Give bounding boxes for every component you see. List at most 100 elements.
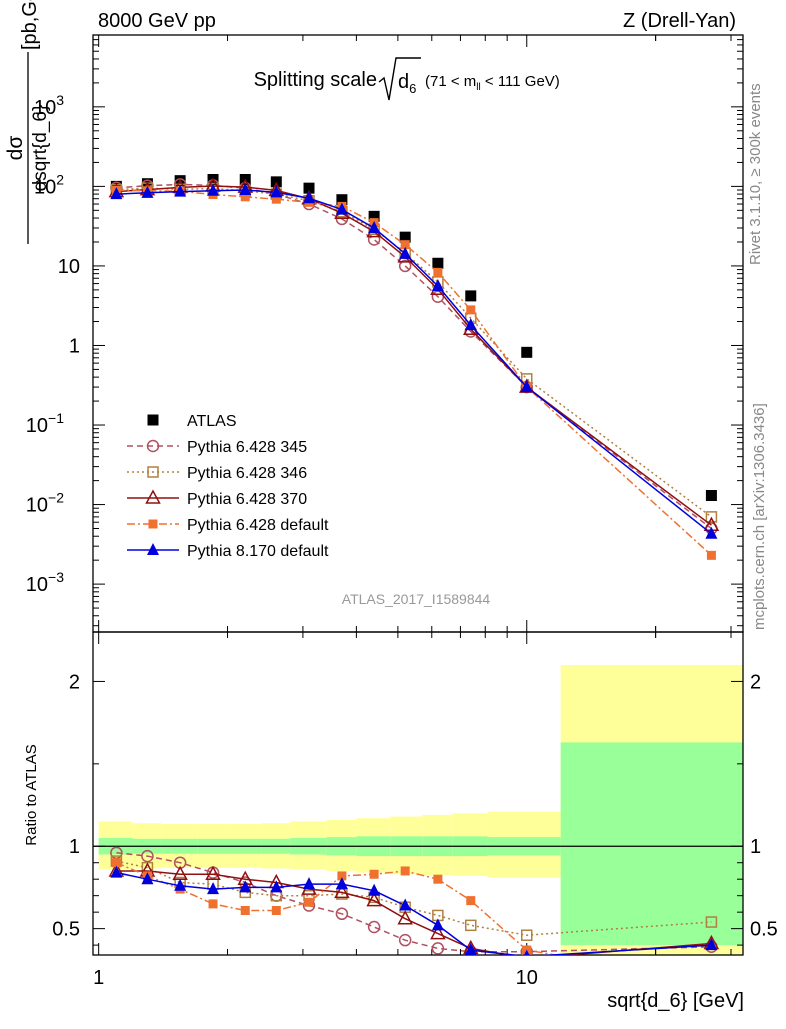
ratio-point-pythia-8-170-default [431,918,444,931]
legend-marker-pythia-6-428-346 [147,466,159,478]
ratio-point-pythia-6-428-default [111,858,121,868]
ratio-point-pythia-6-428-default [208,899,218,909]
y-tick-label: 10−3 [26,569,64,596]
y-tick-label: 1 [69,335,80,357]
ratio-band-green-13 [560,742,743,946]
ratio-point-pythia-8-170-default [270,880,283,893]
ratio-point-pythia-6-428-370 [430,925,446,940]
ratio-y-tick-label: 1 [69,836,80,858]
main-point-pythia-6-428-default [433,267,443,277]
process-label: Z (Drell-Yan) [623,10,736,32]
y-tick-label: 10−1 [26,410,64,437]
ratio-line-pythia-8-170-default [116,871,712,955]
main-point-pythia-6-428-default [400,240,410,250]
ratio-point-pythia-6-428-346 [465,919,477,932]
ylabel-numerator: dσ [4,136,27,161]
ratio-y-tick-label-right: 0.5 [750,919,778,941]
main-point-atlas [336,194,348,206]
ratio-point-pythia-8-170-default [524,949,530,955]
legend-marker-pythia-6-428-370 [145,489,161,504]
legend-label-pythia-6-428-default: Pythia 6.428 default [187,517,329,534]
ratio-point-pythia-6-428-345 [431,942,445,955]
plot-title-var: dσd6 [398,71,416,96]
main-point-pythia-8-170-default [207,183,220,196]
ratio-point-pythia-6-428-345 [141,849,154,863]
ratio-point-pythia-8-170-default [174,878,187,891]
plot-title-main: Splitting scale [254,69,377,91]
main-point-pythia-8-170-default [141,185,154,198]
ratio-point-pythia-8-170-default [141,872,154,885]
main-point-pythia-8-170-default [239,183,252,196]
main-point-pythia-8-170-default [705,526,718,539]
ylabel-unit: [pb,GeV-1] [16,0,41,50]
ratio-y-tick-label: 2 [69,671,80,693]
ratio-point-pythia-8-170-default [368,883,381,896]
main-point-atlas [432,257,444,269]
ratio-ylabel: Ratio to ATLAS [23,744,40,845]
plot-title: Splitting scale dσd6 (71 < mll < 111 GeV… [254,57,560,101]
legend-label-pythia-6-428-370: Pythia 6.428 370 [187,491,307,508]
main-point-pythia-8-170-default [270,185,283,198]
main-line-pythia-6-428-370 [116,185,712,526]
ratio-line-pythia-6-428-default [116,862,561,955]
main-line-pythia-8-170-default [116,189,712,535]
main-point-pythia-6-428-default [271,194,281,204]
ratio-y-tick-label: 0.5 [52,919,80,941]
legend-label-pythia-6-428-345: Pythia 6.428 345 [187,439,307,456]
ratio-point-pythia-8-170-default [464,943,477,955]
ratio-point-pythia-6-428-default [337,871,347,881]
main-point-atlas [399,231,411,243]
main-point-pythia-6-428-default [706,550,716,560]
ratio-point-pythia-8-170-default [399,898,412,911]
main-point-atlas [368,210,380,222]
y-tick-label: 103 [34,92,64,119]
x-tick-label: 10 [516,967,538,989]
ratio-point-pythia-6-428-default [271,906,281,916]
main-point-atlas [521,346,533,358]
main-point-pythia-8-170-default [110,187,123,200]
y-tick-label: 10−2 [26,490,64,517]
y-tick-label: 10 [58,256,80,278]
main-point-pythia-8-170-default [431,278,444,291]
legend-label-atlas: ATLAS [187,413,237,430]
watermark: ATLAS_2017_I1589844 [342,591,491,607]
ratio-point-pythia-6-428-default [400,866,410,876]
ratio-point-pythia-6-428-370 [205,865,221,880]
ratio-point-pythia-8-170-default [239,880,252,893]
main-point-pythia-8-170-default [520,380,533,393]
ratio-point-pythia-6-428-370 [334,883,350,899]
side-note-rivet: Rivet 3.1.10, ≥ 300k events [747,83,764,265]
ratio-point-pythia-8-170-default [303,877,316,890]
plot-title-sub: (71 < mll < 111 GeV) [425,73,560,93]
legend-label-pythia-8-170-default: Pythia 8.170 default [187,543,329,560]
ratio-point-pythia-8-170-default [335,877,348,890]
main-point-atlas [465,290,477,302]
ylabel-denominator: dsqrt{d_6} [30,105,51,192]
plot-title-var-base: d [398,71,409,93]
main-ylabel: dσ dsqrt{d_6} [pb,GeV-1] [4,0,51,244]
ratio-point-pythia-6-428-default [433,874,443,884]
sqrt-symbol [378,57,421,101]
ratio-point-pythia-6-428-default [240,906,250,916]
main-point-atlas [705,489,717,501]
ratio-point-pythia-6-428-370 [366,892,382,907]
ratio-point-pythia-8-170-default [705,938,718,951]
main-point-pythia-6-428-345 [398,259,412,273]
ratio-plot-frame [92,631,744,956]
legend-marker-pythia-8-170-default [147,543,159,555]
main-point-atlas [303,182,315,194]
main-point-pythia-8-170-default [464,318,477,331]
energy-label: 8000 GeV pp [98,10,216,32]
ratio-y-tick-label-right: 2 [750,671,761,693]
main-point-pythia-6-428-default [466,305,476,315]
ratio-point-pythia-6-428-default [304,897,314,907]
ratio-point-pythia-6-428-default [369,869,379,879]
main-point-pythia-6-428-default [240,192,250,202]
main-point-pythia-8-170-default [174,184,187,197]
main-point-pythia-8-170-default [335,202,348,215]
side-note-mcplots: mcplots.cern.ch [arXiv:1306.3436] [751,403,768,630]
ratio-point-pythia-6-428-default [466,896,476,906]
ratio-point-pythia-6-428-346 [705,916,718,928]
legend: ATLAS Pythia 6.428 345 Pythia 6.428 346 Pyt… [127,413,329,560]
